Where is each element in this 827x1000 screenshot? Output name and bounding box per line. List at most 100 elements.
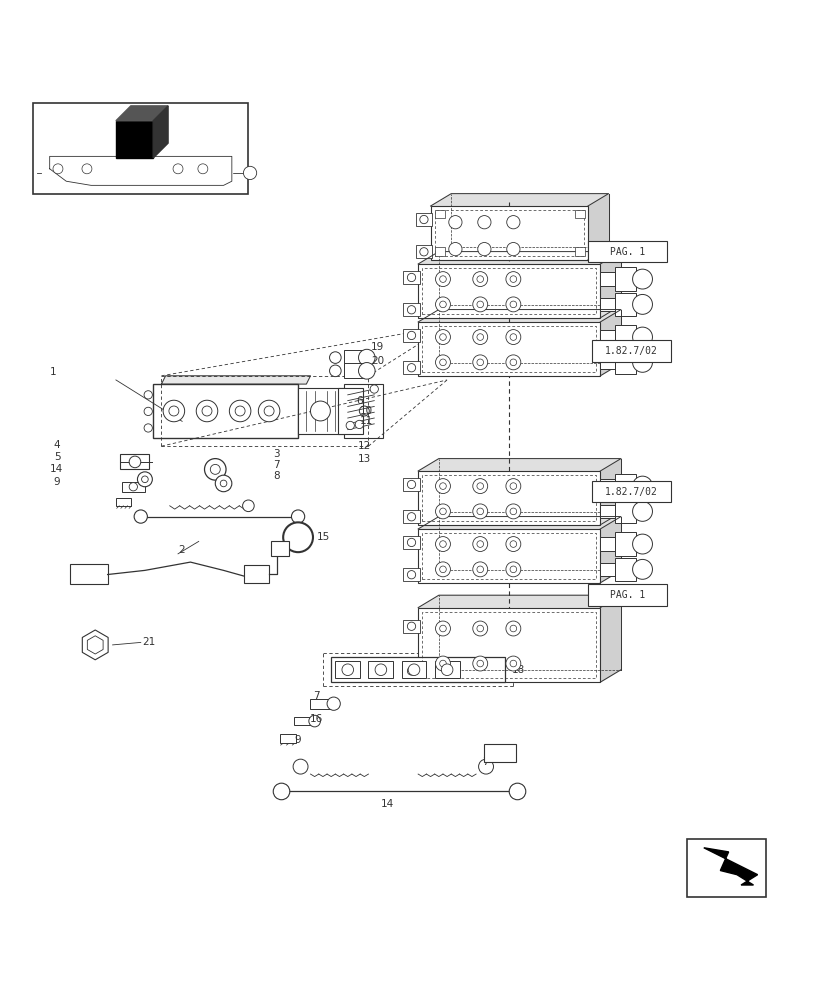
Circle shape — [358, 349, 375, 366]
Text: 14: 14 — [50, 464, 63, 474]
Text: 14: 14 — [380, 799, 394, 809]
Circle shape — [632, 327, 652, 347]
Circle shape — [632, 476, 652, 496]
Text: 18: 18 — [511, 665, 524, 675]
Circle shape — [448, 242, 461, 256]
Bar — [120, 454, 149, 469]
Circle shape — [476, 276, 483, 282]
Polygon shape — [438, 310, 620, 363]
Bar — [403, 361, 419, 374]
Circle shape — [448, 216, 461, 229]
Circle shape — [477, 216, 490, 229]
Polygon shape — [116, 121, 153, 158]
Polygon shape — [418, 595, 620, 608]
Circle shape — [439, 541, 446, 547]
Bar — [280, 734, 296, 743]
Polygon shape — [418, 310, 620, 322]
Circle shape — [196, 400, 218, 422]
Polygon shape — [153, 106, 168, 158]
Circle shape — [82, 164, 92, 174]
Circle shape — [408, 664, 419, 676]
Circle shape — [632, 294, 652, 314]
Circle shape — [435, 330, 450, 345]
Circle shape — [407, 331, 415, 340]
Circle shape — [407, 622, 415, 630]
Circle shape — [407, 571, 415, 579]
Bar — [122, 482, 145, 492]
Polygon shape — [116, 106, 168, 121]
Circle shape — [144, 391, 152, 399]
Bar — [403, 536, 419, 549]
Polygon shape — [418, 252, 620, 264]
Circle shape — [435, 537, 450, 552]
Polygon shape — [451, 194, 608, 247]
Circle shape — [632, 534, 652, 554]
Circle shape — [53, 164, 63, 174]
Circle shape — [439, 334, 446, 340]
Polygon shape — [418, 459, 620, 471]
Circle shape — [435, 355, 450, 370]
Text: 12: 12 — [357, 441, 370, 451]
Polygon shape — [82, 630, 108, 660]
Circle shape — [472, 562, 487, 577]
Circle shape — [435, 656, 450, 671]
Circle shape — [163, 400, 184, 422]
Bar — [403, 510, 419, 523]
Text: 13: 13 — [357, 454, 370, 464]
Bar — [600, 356, 614, 369]
Bar — [434, 661, 459, 678]
Bar — [403, 664, 419, 678]
Circle shape — [476, 541, 483, 547]
Bar — [403, 568, 419, 581]
Circle shape — [198, 164, 208, 174]
Circle shape — [407, 513, 415, 521]
Circle shape — [375, 664, 386, 676]
Circle shape — [144, 424, 152, 432]
Text: 10: 10 — [360, 406, 373, 416]
Text: 4: 4 — [54, 440, 60, 450]
Bar — [403, 620, 419, 633]
Circle shape — [308, 715, 320, 727]
Bar — [587, 241, 666, 262]
Circle shape — [439, 483, 446, 489]
Polygon shape — [438, 517, 620, 570]
Circle shape — [419, 215, 428, 224]
Circle shape — [407, 364, 415, 372]
Bar — [401, 661, 426, 678]
Circle shape — [329, 352, 341, 363]
Circle shape — [476, 508, 483, 515]
Circle shape — [215, 475, 232, 492]
Circle shape — [329, 365, 341, 377]
Circle shape — [229, 400, 251, 422]
Polygon shape — [50, 156, 232, 185]
Circle shape — [472, 330, 487, 345]
Bar — [270, 541, 289, 556]
Text: 9: 9 — [294, 735, 301, 745]
Circle shape — [439, 508, 446, 515]
Circle shape — [407, 538, 415, 547]
Text: 11: 11 — [360, 416, 373, 426]
Bar — [418, 608, 600, 682]
Circle shape — [505, 656, 520, 671]
Circle shape — [509, 660, 516, 667]
Circle shape — [129, 456, 141, 468]
Circle shape — [419, 248, 428, 256]
Bar — [600, 505, 614, 518]
Circle shape — [273, 783, 289, 800]
Circle shape — [169, 406, 179, 416]
Circle shape — [505, 355, 520, 370]
Text: 5: 5 — [54, 452, 60, 462]
Bar — [403, 329, 419, 342]
Circle shape — [258, 400, 280, 422]
Circle shape — [632, 501, 652, 521]
Circle shape — [202, 406, 212, 416]
Bar — [591, 340, 670, 362]
Bar — [614, 558, 635, 581]
Circle shape — [472, 272, 487, 287]
Bar — [614, 325, 635, 349]
Circle shape — [407, 667, 415, 675]
Text: 17: 17 — [485, 748, 499, 758]
Circle shape — [472, 537, 487, 552]
Circle shape — [505, 537, 520, 552]
Circle shape — [505, 297, 520, 312]
